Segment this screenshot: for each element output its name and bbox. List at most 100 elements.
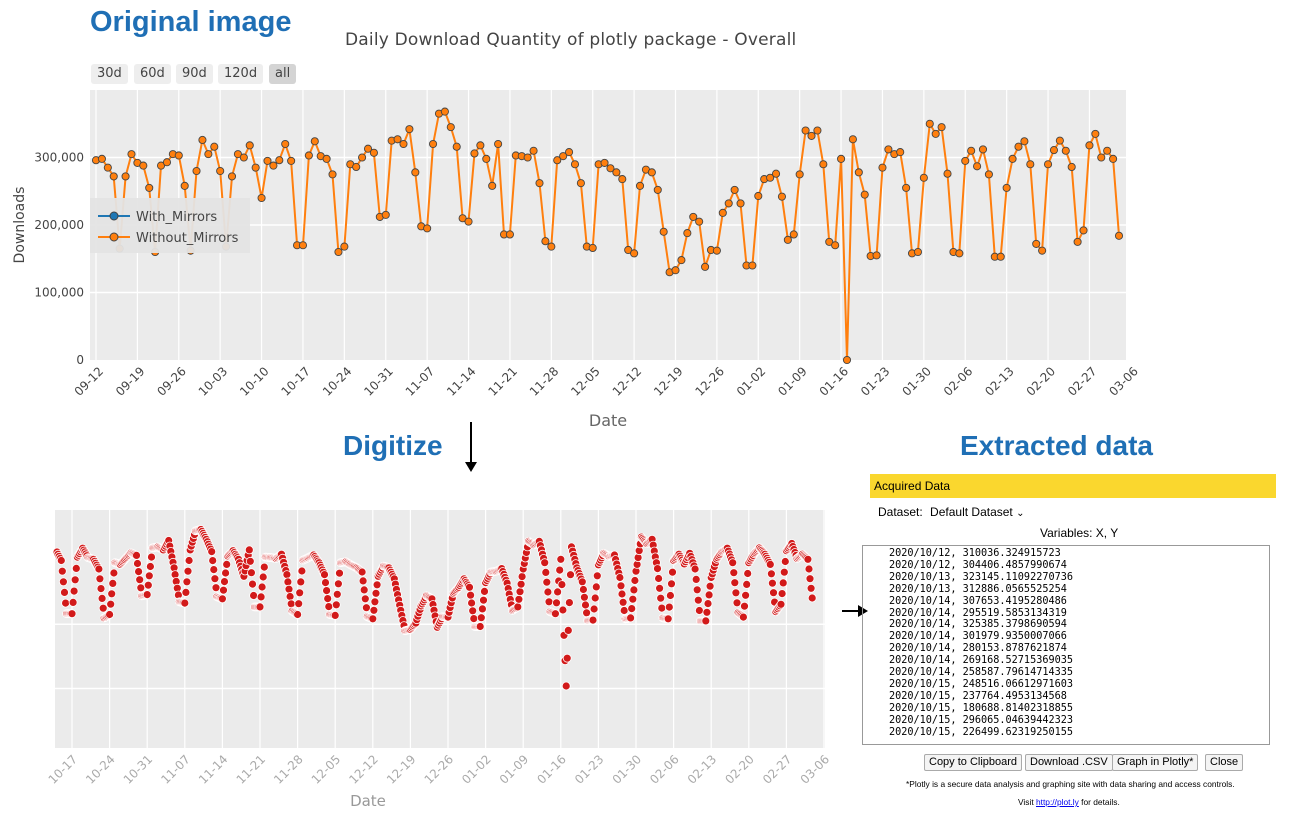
digitized-point[interactable] (741, 590, 750, 600)
digitized-point[interactable] (561, 681, 571, 691)
digitized-point[interactable] (579, 585, 588, 594)
digitized-point[interactable] (222, 560, 232, 569)
digitized-point[interactable] (516, 579, 526, 589)
digitized-point[interactable] (469, 614, 479, 623)
digitized-point[interactable] (777, 589, 787, 598)
dataset-select[interactable]: Default Dataset ⌄ (930, 505, 1024, 519)
digitized-point[interactable] (629, 585, 639, 595)
digitized-point[interactable] (284, 584, 294, 594)
digitized-point[interactable] (475, 622, 485, 631)
digitized-point[interactable] (105, 610, 114, 619)
digitized-point[interactable] (731, 588, 741, 598)
digitized-point[interactable] (582, 608, 591, 618)
digitized-point[interactable] (286, 599, 296, 609)
digitized-point[interactable] (691, 575, 701, 584)
digitized-point[interactable] (695, 606, 704, 615)
digitized-point[interactable] (98, 603, 108, 613)
digitized-point[interactable] (657, 603, 667, 613)
digitized-point[interactable] (248, 579, 257, 589)
digitized-point[interactable] (703, 599, 713, 608)
digitized-point[interactable] (332, 589, 342, 599)
digitized-point[interactable] (618, 597, 628, 607)
digitized-point[interactable] (135, 575, 145, 585)
digitized-point[interactable] (616, 581, 626, 591)
digitized-point[interactable] (359, 585, 369, 595)
digitized-point[interactable] (468, 606, 478, 616)
digitized-point[interactable] (515, 587, 525, 597)
digitized-point[interactable] (258, 572, 268, 582)
download-csv-button[interactable]: Download .CSV (1025, 754, 1113, 771)
digitized-point[interactable] (217, 594, 227, 604)
digitized-point[interactable] (255, 602, 265, 612)
digitized-point[interactable] (743, 569, 753, 578)
digitized-point[interactable] (664, 602, 674, 612)
digitized-point[interactable] (333, 579, 343, 589)
digitized-point[interactable] (807, 593, 817, 603)
digitized-point[interactable] (779, 567, 789, 577)
digitized-point[interactable] (221, 568, 231, 578)
digitized-point[interactable] (557, 580, 567, 589)
digitized-point[interactable] (730, 578, 740, 588)
digitized-point[interactable] (335, 568, 344, 578)
digitized-point[interactable] (136, 583, 146, 593)
digitized-point[interactable] (565, 598, 574, 607)
digitized-point[interactable] (466, 590, 476, 600)
digitized-point[interactable] (143, 580, 153, 590)
digitized-point[interactable] (283, 577, 293, 587)
copy-to-clipboard-button[interactable]: Copy to Clipboard (924, 754, 1023, 771)
digitized-point[interactable] (668, 567, 677, 577)
digitized-point[interactable] (540, 558, 550, 568)
digitized-point[interactable] (626, 613, 635, 623)
digitized-point[interactable] (628, 594, 638, 604)
digitized-point[interactable] (704, 590, 714, 600)
range-button-60d[interactable]: 60d (134, 64, 171, 84)
range-button-120d[interactable]: 120d (218, 64, 264, 84)
digitized-point[interactable] (71, 564, 81, 573)
digitized-point[interactable] (259, 562, 269, 572)
digitized-point[interactable] (630, 576, 640, 585)
digitized-point[interactable] (780, 557, 790, 566)
digitized-point[interactable] (245, 556, 255, 566)
digitized-point[interactable] (617, 589, 627, 599)
digitized-point[interactable] (517, 572, 527, 581)
digitized-point[interactable] (655, 583, 664, 593)
digitized-point[interactable] (256, 592, 266, 602)
digitized-point[interactable] (320, 570, 329, 579)
digitized-point[interactable] (371, 588, 381, 598)
digitized-point[interactable] (592, 571, 602, 581)
range-button-30d[interactable]: 30d (91, 64, 128, 84)
graph-in-plotly-button[interactable]: Graph in Plotly* (1112, 754, 1199, 771)
digitized-point[interactable] (739, 612, 748, 622)
dataset-row[interactable]: Dataset: Default Dataset ⌄ (878, 505, 1025, 519)
digitized-point[interactable] (95, 574, 105, 584)
digitized-point[interactable] (358, 576, 368, 586)
digitized-point[interactable] (108, 579, 118, 588)
digitized-point[interactable] (211, 583, 221, 593)
digitized-point[interactable] (803, 554, 813, 564)
digitized-point[interactable] (60, 588, 69, 597)
digitized-point[interactable] (370, 597, 380, 607)
digitized-point[interactable] (742, 580, 752, 589)
digitized-point[interactable] (653, 564, 662, 573)
digitized-point[interactable] (145, 562, 155, 571)
digitized-point[interactable] (330, 611, 340, 620)
digitized-point[interactable] (732, 598, 742, 608)
digitized-point[interactable] (133, 559, 142, 568)
digitized-point[interactable] (68, 598, 78, 607)
digitized-point[interactable] (295, 588, 305, 598)
digitized-point[interactable] (767, 569, 776, 579)
digitized-point[interactable] (663, 614, 673, 624)
digitized-points[interactable] (52, 525, 817, 691)
digitized-point[interactable] (57, 566, 67, 576)
digitized-point[interactable] (132, 551, 141, 560)
digitized-point[interactable] (627, 604, 637, 613)
close-button[interactable]: Close (1205, 754, 1244, 771)
digitized-point[interactable] (619, 606, 629, 615)
digitized-point[interactable] (96, 584, 106, 593)
digitized-point[interactable] (361, 603, 371, 613)
digitized-point[interactable] (591, 582, 601, 592)
plotly-link[interactable]: http://plot.ly (1036, 797, 1079, 807)
digitized-point[interactable] (543, 587, 553, 597)
digitized-point[interactable] (805, 574, 815, 584)
digitized-point[interactable] (552, 598, 561, 608)
